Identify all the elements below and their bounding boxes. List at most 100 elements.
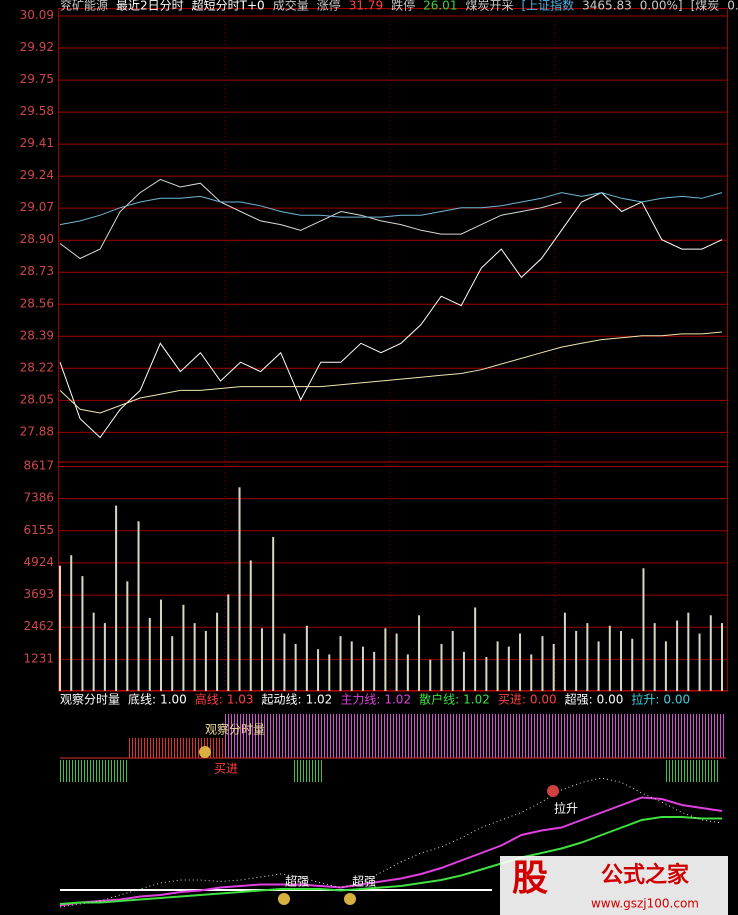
- volume-bar: [283, 633, 286, 691]
- y-tick-label: 27.88: [20, 424, 54, 438]
- volume-bar: [204, 630, 207, 691]
- header-text: 3465.83: [582, 0, 632, 13]
- header-text: 超强:: [565, 692, 593, 707]
- y-tick-label: 29.41: [20, 136, 54, 150]
- volume-bar: [148, 617, 151, 691]
- header-text: 0.00: [727, 0, 738, 13]
- volume-bar: [642, 568, 645, 691]
- volume-bar: [294, 643, 297, 691]
- volume-bar: [709, 615, 712, 691]
- volume-bar: [216, 612, 219, 691]
- volume-bar: [59, 565, 61, 691]
- header-text: 31.79: [349, 0, 383, 13]
- header-text: 主力线:: [340, 693, 380, 707]
- header-text: 煤炭开采: [465, 0, 513, 13]
- y-tick-label: 3693: [23, 587, 54, 601]
- y-tick-label: 28.22: [20, 360, 54, 374]
- header-text: [煤炭: [691, 0, 720, 13]
- header-text: 观察分时量: [60, 693, 120, 707]
- volume-bar: [171, 636, 174, 691]
- volume-bar: [664, 641, 667, 691]
- series-line: [59, 796, 723, 907]
- volume-bar: [631, 638, 634, 691]
- volume-bar: [507, 646, 510, 691]
- header-text: 买进:: [498, 693, 526, 707]
- header-text: 0.00%]: [640, 0, 683, 13]
- icon: [344, 893, 356, 905]
- volume-bar: [395, 633, 398, 691]
- volume-bar: [586, 623, 589, 691]
- signal-bars: [294, 760, 322, 782]
- volume-bar: [451, 630, 454, 691]
- y-tick-label: 6155: [23, 523, 54, 537]
- volume-bar: [328, 654, 331, 691]
- y-tick-label: 28.73: [20, 264, 54, 278]
- header-text: 0.00: [663, 693, 690, 707]
- header-text: 成交量: [273, 0, 309, 13]
- annotation: 买进: [214, 762, 238, 776]
- signal-bars: [60, 760, 128, 782]
- header-text: 底线:: [128, 692, 156, 707]
- volume-bar: [92, 612, 95, 691]
- header-text: 起动线:: [262, 693, 302, 707]
- series-line: [59, 178, 562, 260]
- header-text: 1.02: [306, 693, 333, 707]
- series-line: [59, 777, 723, 908]
- header-text: 拉升:: [631, 692, 659, 707]
- y-tick-label: 29.24: [20, 168, 54, 182]
- volume-bar: [317, 649, 320, 691]
- icon: [547, 785, 559, 797]
- signal-bars: [224, 714, 726, 758]
- volume-bar: [272, 536, 275, 691]
- header-text: 0.00: [597, 693, 624, 707]
- volume-bar: [620, 630, 623, 691]
- volume-bar: [597, 641, 600, 691]
- volume-bar: [238, 487, 241, 691]
- watermark-url: www.gszj100.com: [591, 897, 699, 911]
- volume-bar: [159, 599, 162, 691]
- volume-bar: [698, 633, 701, 691]
- y-tick-label: 28.39: [20, 328, 54, 342]
- volume-bar: [440, 643, 443, 691]
- header-text: 涨停: [317, 0, 341, 13]
- volume-bar: [429, 659, 432, 691]
- y-tick-label: 1231: [23, 651, 54, 665]
- y-tick-label: 7386: [23, 491, 54, 505]
- volume-bar: [462, 651, 465, 691]
- watermark-logo: 股: [512, 858, 548, 899]
- volume-bar: [418, 615, 421, 691]
- series-line: [59, 331, 723, 414]
- y-tick-label: 29.58: [20, 104, 54, 118]
- volume-bar: [406, 654, 409, 691]
- header-text: 高线:: [195, 692, 223, 707]
- y-tick-label: 30.09: [20, 8, 54, 22]
- volume-bar: [373, 651, 376, 691]
- header-text: [上证指数: [521, 0, 574, 13]
- y-tick-label: 8617: [23, 458, 54, 472]
- volume-bar: [519, 633, 522, 691]
- volume-bar: [137, 521, 140, 691]
- volume-bar: [474, 607, 477, 691]
- header-text: 超短分时T+0: [192, 0, 265, 13]
- header-text: 26.01: [423, 0, 457, 13]
- signal-bars: [664, 760, 718, 782]
- volume-bar: [350, 641, 353, 691]
- y-tick-label: 28.56: [20, 296, 54, 310]
- icon: [278, 893, 290, 905]
- y-tick-label: 29.92: [20, 40, 54, 54]
- volume-bar: [339, 636, 342, 691]
- y-tick-label: 29.07: [20, 200, 54, 214]
- annotation: 观察分时量: [205, 723, 265, 737]
- volume-bar: [227, 594, 230, 691]
- indicator-group: [59, 777, 723, 908]
- volume-bar: [361, 646, 364, 691]
- volume-bar: [541, 636, 544, 691]
- header-text: 0.00: [530, 693, 557, 707]
- volume-bar: [103, 623, 106, 691]
- volume-bar: [260, 628, 263, 691]
- series-line: [59, 192, 723, 439]
- header-text: 1.02: [384, 693, 411, 707]
- annotation: 拉升: [554, 801, 578, 816]
- header-text: 1.03: [227, 693, 254, 707]
- volume-bar: [305, 625, 308, 691]
